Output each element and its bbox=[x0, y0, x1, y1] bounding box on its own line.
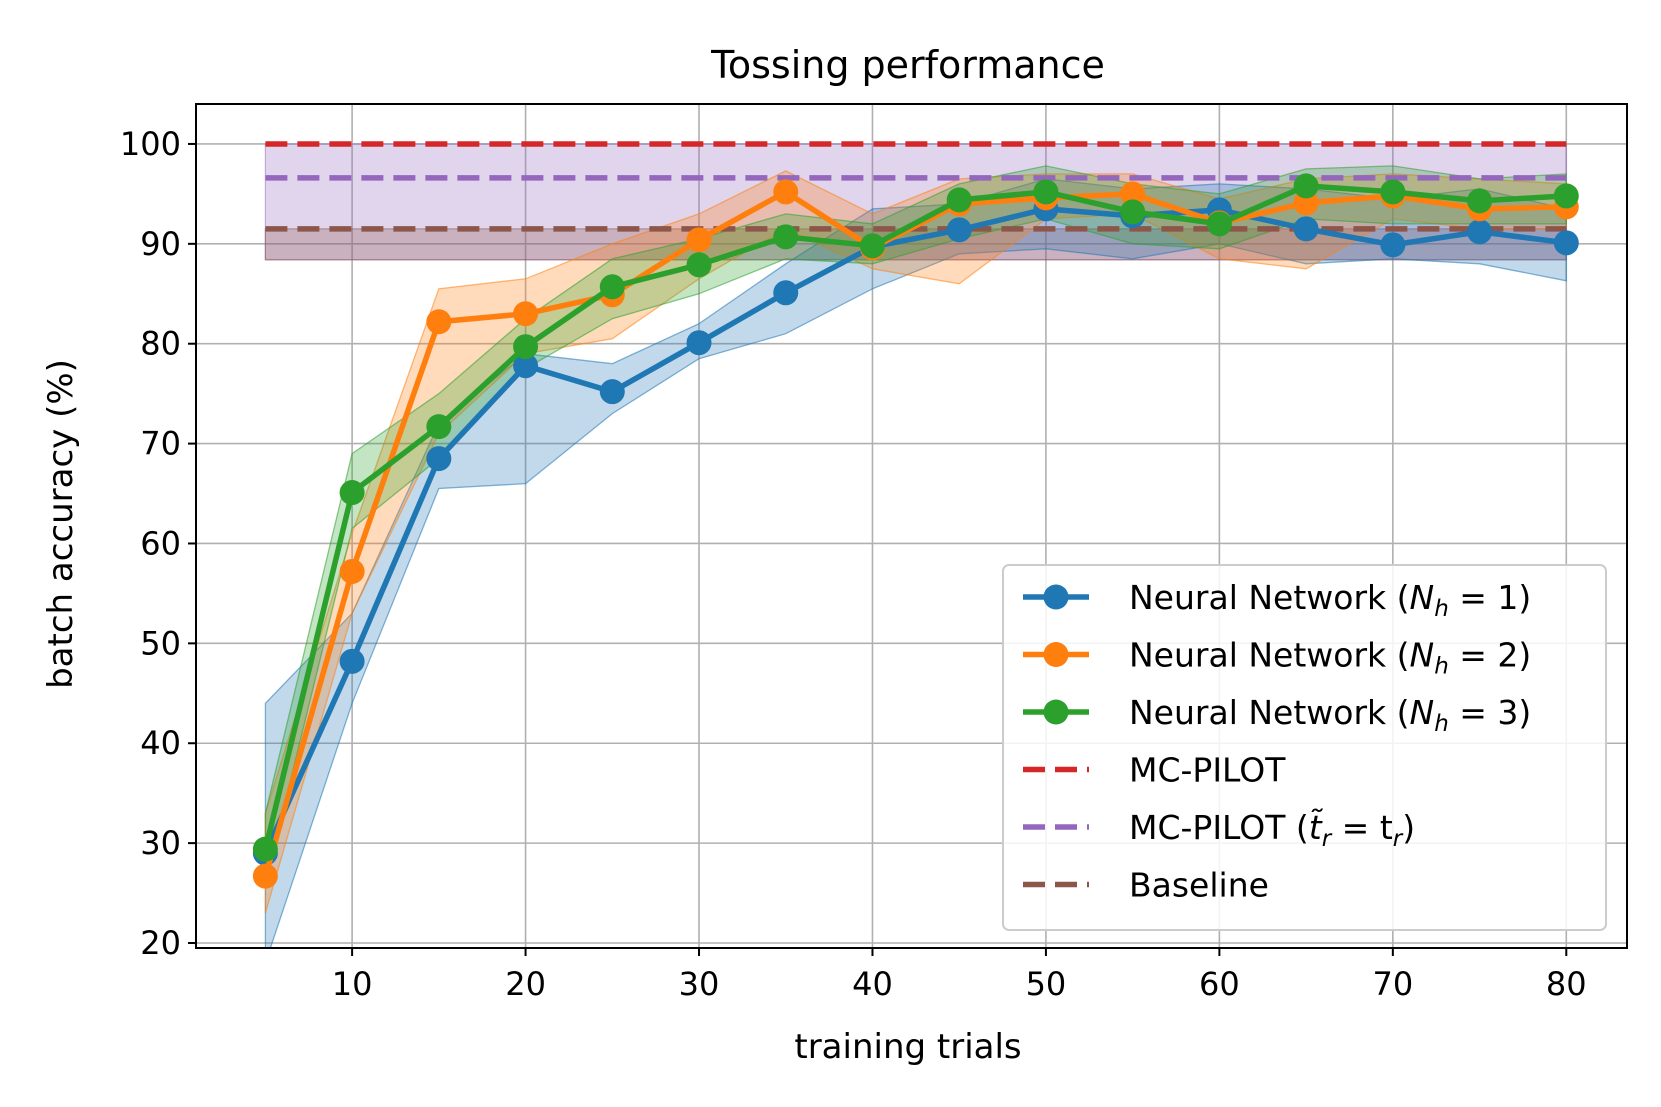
data-point bbox=[252, 863, 278, 889]
data-point bbox=[1380, 179, 1406, 205]
data-point bbox=[686, 227, 712, 253]
legend-text-tail: = 1) bbox=[1449, 578, 1532, 617]
x-axis-label: training trials bbox=[794, 1027, 1021, 1067]
x-tick-label: 70 bbox=[1372, 965, 1413, 1003]
legend-text-end: ) bbox=[1402, 808, 1415, 847]
legend-text-main: MC-PILOT ( bbox=[1129, 808, 1309, 847]
legend-text-var: N bbox=[1410, 636, 1435, 675]
legend-label-3: MC-PILOT bbox=[1129, 751, 1286, 790]
data-point bbox=[773, 179, 799, 205]
x-tick-label: 30 bbox=[679, 965, 720, 1003]
y-tick-label: 90 bbox=[140, 225, 181, 263]
legend-label-1: Neural Network (Nh = 2) bbox=[1129, 636, 1531, 680]
x-tick-label: 40 bbox=[852, 965, 893, 1003]
y-tick-label: 50 bbox=[140, 624, 181, 662]
legend-text-var: N bbox=[1410, 578, 1435, 617]
plot-content bbox=[252, 141, 1579, 948]
data-point bbox=[859, 233, 885, 259]
x-tick-label: 50 bbox=[1026, 965, 1067, 1003]
y-tick-label: 80 bbox=[140, 325, 181, 363]
y-tick-label: 40 bbox=[140, 724, 181, 762]
y-tick-label: 20 bbox=[140, 924, 181, 962]
data-point bbox=[426, 309, 452, 335]
axes-frame bbox=[195, 103, 1628, 949]
y-axis-label: batch accuracy (%) bbox=[41, 359, 81, 689]
confidence-band-1 bbox=[264, 170, 1567, 914]
legend-frame bbox=[1002, 564, 1607, 931]
plot-area: 10 20 30 40 50 60 70 80 20 30 40 50 60 70 80 90 100 bbox=[120, 103, 1628, 1003]
data-point bbox=[513, 301, 539, 327]
series-line-0 bbox=[262, 206, 1567, 855]
confidence-band-0 bbox=[264, 178, 1567, 948]
data-point bbox=[1033, 179, 1059, 205]
data-point bbox=[1553, 230, 1579, 256]
data-point bbox=[1120, 181, 1146, 207]
data-point bbox=[339, 648, 365, 674]
y-tick-label: 70 bbox=[140, 425, 181, 463]
data-point bbox=[686, 252, 712, 278]
legend-marker-1 bbox=[1043, 642, 1069, 667]
x-tick-label: 10 bbox=[332, 965, 373, 1003]
data-point bbox=[1467, 219, 1493, 245]
legend-text-main: Baseline bbox=[1129, 866, 1269, 905]
legend-text-sub: h bbox=[1434, 596, 1449, 622]
data-point bbox=[513, 353, 539, 379]
legend-text-sub: h bbox=[1434, 654, 1449, 680]
data-point bbox=[946, 217, 972, 243]
data-point bbox=[513, 334, 539, 360]
y-tick-label: 100 bbox=[120, 125, 181, 163]
data-point bbox=[1293, 173, 1319, 199]
data-point bbox=[946, 187, 972, 213]
x-tick-label: 60 bbox=[1199, 965, 1240, 1003]
legend-text-tail: = 2) bbox=[1449, 636, 1532, 675]
legend-text-tail: = 3) bbox=[1449, 693, 1532, 732]
legend-text-var: N bbox=[1410, 693, 1435, 732]
data-point bbox=[599, 379, 625, 405]
legend-text-tail: = t bbox=[1331, 808, 1393, 847]
data-point bbox=[1293, 216, 1319, 242]
legend-text-sub: h bbox=[1434, 711, 1449, 737]
legend-text-main: Neural Network ( bbox=[1129, 693, 1410, 732]
data-point bbox=[686, 330, 712, 356]
data-point bbox=[773, 280, 799, 306]
y-tick-label: 60 bbox=[140, 524, 181, 562]
data-point bbox=[1553, 183, 1579, 209]
chart-title: Tossing performance bbox=[710, 43, 1105, 87]
legend-text-main: Neural Network ( bbox=[1129, 578, 1410, 617]
data-point bbox=[339, 558, 365, 584]
series-line-2 bbox=[262, 183, 1567, 850]
legend-text-main: MC-PILOT bbox=[1129, 751, 1286, 790]
data-point bbox=[1467, 188, 1493, 214]
legend-marker-2 bbox=[1043, 699, 1069, 725]
legend-label-5: Baseline bbox=[1129, 866, 1269, 905]
data-point bbox=[1206, 211, 1232, 237]
legend-marker-0 bbox=[1043, 584, 1069, 610]
data-point bbox=[252, 836, 278, 862]
legend-text-sub2: r bbox=[1393, 826, 1404, 852]
legend-label-2: Neural Network (Nh = 3) bbox=[1129, 693, 1531, 737]
data-point bbox=[426, 446, 452, 472]
data-point bbox=[773, 224, 799, 250]
x-tick-label: 20 bbox=[505, 965, 546, 1003]
legend-label-0: Neural Network (Nh = 1) bbox=[1129, 578, 1531, 622]
legend-label-4: MC-PILOT (t̃r = tr) bbox=[1129, 808, 1415, 852]
legend-text-main: Neural Network ( bbox=[1129, 636, 1410, 675]
data-point bbox=[1120, 199, 1146, 225]
data-point bbox=[339, 480, 365, 506]
legend-text-var: t̃ bbox=[1309, 808, 1324, 847]
data-point bbox=[599, 274, 625, 300]
legend: Neural Network (Nh = 1)Neural Network (N… bbox=[1002, 564, 1607, 931]
data-point bbox=[426, 414, 452, 440]
legend-text-sub: r bbox=[1322, 826, 1333, 852]
x-tick-label: 80 bbox=[1546, 965, 1587, 1003]
data-point bbox=[1380, 232, 1406, 258]
y-tick-label: 30 bbox=[140, 824, 181, 862]
